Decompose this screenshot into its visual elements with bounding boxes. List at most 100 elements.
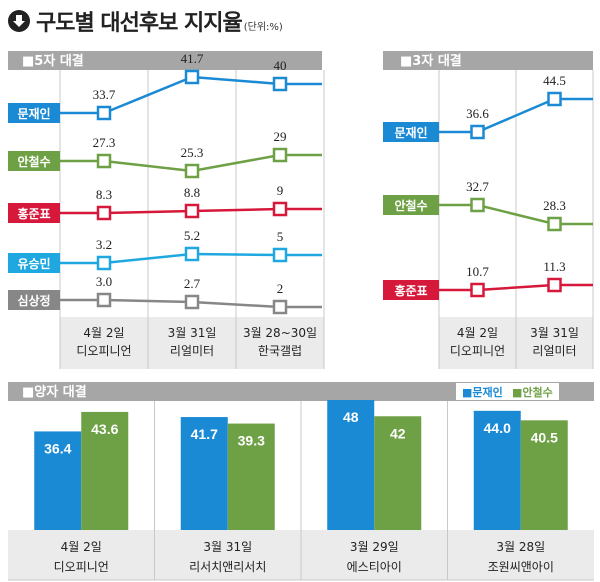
- category-bg: [301, 530, 448, 580]
- data-point: [547, 91, 562, 107]
- title-text: 구도별 대선후보 지지율: [36, 11, 243, 36]
- data-point: [470, 124, 485, 140]
- data-point: [96, 105, 112, 121]
- arrow-down-circle-icon: [8, 10, 30, 32]
- series-label-bg-moon: [8, 103, 60, 123]
- data-label: 2: [277, 281, 284, 296]
- panel-header: [8, 51, 322, 70]
- data-point: [272, 299, 288, 315]
- panel-header: [8, 382, 594, 401]
- unit-label: (단위:%): [243, 21, 283, 33]
- data-label: 32.7: [466, 179, 489, 194]
- data-label: 40: [274, 58, 287, 73]
- category-date: 3월 28~30일: [243, 326, 317, 340]
- bar-ahn: [227, 423, 275, 530]
- category-date: 3월 31일: [168, 326, 217, 340]
- panel-title: ■3자 대결: [400, 53, 462, 69]
- data-label: 8.3: [96, 187, 112, 202]
- data-label: 3.0: [96, 274, 112, 289]
- series-label-sim: 심상정: [17, 293, 50, 308]
- category-date: 3월 31일: [203, 540, 252, 554]
- data-label: 10.7: [466, 264, 489, 279]
- data-label: 5.2: [184, 228, 200, 243]
- bar-label: 43.6: [91, 421, 118, 437]
- category-bg: [439, 317, 516, 369]
- series-line-ahn: [439, 203, 593, 226]
- category-bg: [516, 317, 593, 369]
- data-point: [96, 255, 112, 271]
- category-bg: [236, 317, 324, 369]
- bar-label: 40.5: [531, 429, 558, 445]
- bar-label: 36.4: [44, 440, 71, 456]
- data-label: 11.3: [543, 259, 565, 274]
- category-pollster: 에스티아이: [347, 560, 402, 574]
- legend-moon: ■문재인: [462, 385, 503, 399]
- bar-label: 39.3: [238, 433, 265, 449]
- series-label-hong: 홍준표: [394, 283, 427, 298]
- series-label-bg-sim: [8, 290, 60, 310]
- data-label: 2.7: [184, 276, 201, 291]
- category-date: 4월 2일: [61, 540, 102, 554]
- category-pollster: 조원씨앤아이: [488, 560, 554, 574]
- data-point: [272, 76, 288, 92]
- category-date: 3월 31일: [530, 326, 579, 340]
- category-pollster: 리얼미터: [170, 344, 214, 358]
- category-pollster: 디오피니언: [54, 560, 109, 574]
- data-label: 5: [277, 229, 284, 244]
- data-point: [96, 205, 112, 221]
- bar-ahn: [374, 416, 422, 530]
- bar-ahn: [520, 420, 568, 530]
- data-point: [96, 153, 112, 169]
- bar-moon: [180, 417, 228, 530]
- category-bg: [154, 530, 301, 580]
- bar-moon: [473, 410, 521, 530]
- data-label: 44.5: [543, 73, 566, 88]
- data-point: [184, 246, 200, 262]
- series-line-moon: [439, 97, 593, 134]
- bar-label: 44.0: [484, 420, 511, 436]
- data-point: [470, 282, 485, 298]
- data-point: [547, 277, 562, 293]
- bar-label: 48: [343, 409, 359, 425]
- category-date: 4월 2일: [83, 326, 124, 340]
- legend-ahn: ■안철수: [512, 385, 553, 399]
- legend-box: [456, 383, 559, 400]
- data-label: 25.3: [181, 145, 204, 160]
- category-pollster: 디오피니언: [76, 344, 131, 358]
- series-label-ahn: 안철수: [394, 198, 427, 213]
- category-pollster: 디오피니언: [450, 344, 505, 358]
- category-date: 4월 2일: [457, 326, 498, 340]
- series-label-bg-yoo: [8, 253, 60, 273]
- category-pollster: 한국갤럽: [258, 344, 302, 358]
- bar-label: 42: [390, 425, 406, 441]
- data-label: 29: [274, 129, 287, 144]
- category-pollster: 리얼미터: [532, 344, 576, 358]
- bar-label: 41.7: [191, 426, 218, 442]
- data-label: 41.7: [181, 51, 204, 66]
- series-label-bg-hong: [8, 203, 60, 223]
- series-label-bg-moon: [383, 122, 439, 142]
- series-line-hong: [439, 283, 593, 292]
- data-point: [547, 216, 562, 232]
- category-date: 3월 29일: [350, 540, 399, 554]
- bar-moon: [327, 400, 375, 530]
- data-label: 9: [277, 183, 284, 198]
- category-pollster: 리서치앤리서치: [189, 560, 266, 574]
- data-label: 33.7: [93, 87, 116, 102]
- series-label-yoo: 유승민: [17, 256, 50, 271]
- category-bg: [447, 530, 594, 580]
- data-label: 36.6: [466, 106, 489, 121]
- bar-moon: [34, 431, 82, 530]
- data-label: 8.8: [184, 185, 200, 200]
- series-label-hong: 홍준표: [17, 206, 50, 221]
- series-label-moon: 문재인: [394, 125, 427, 140]
- category-bg: [8, 530, 155, 580]
- category-bg: [148, 317, 236, 369]
- data-label: 3.2: [96, 237, 112, 252]
- data-point: [272, 201, 288, 217]
- series-label-ahn: 안철수: [17, 154, 50, 169]
- series-label-bg-ahn: [383, 195, 439, 215]
